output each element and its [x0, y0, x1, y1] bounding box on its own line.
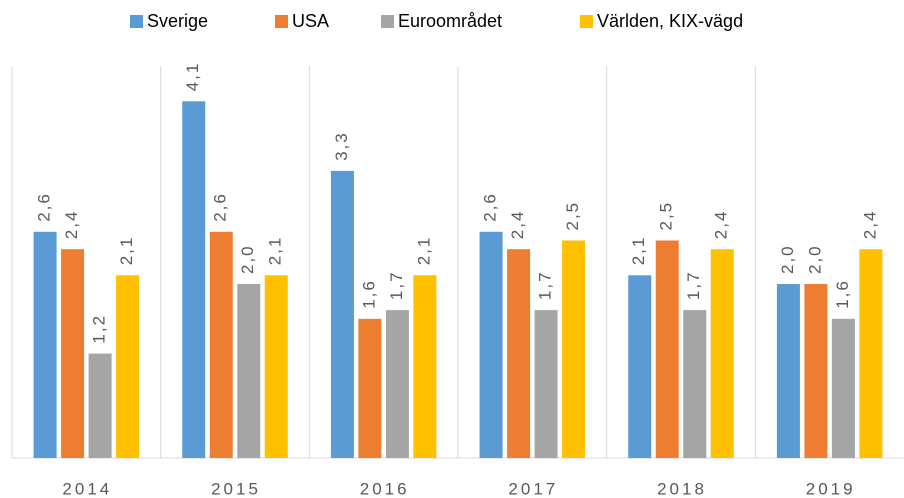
data-label: 2,1	[414, 236, 433, 266]
bar	[655, 240, 679, 458]
data-label: 1,7	[536, 270, 555, 300]
bar	[804, 284, 828, 458]
data-label: 2,0	[805, 244, 824, 274]
data-label: 2,0	[778, 244, 797, 274]
bar	[61, 249, 85, 458]
data-label: 2,4	[508, 210, 527, 240]
bar	[710, 249, 734, 458]
bar	[831, 318, 855, 458]
legend-swatch	[381, 15, 394, 28]
bar	[562, 240, 586, 458]
data-label: 2,5	[657, 201, 676, 231]
data-label: 4,1	[183, 62, 202, 92]
bar	[33, 231, 57, 458]
bar	[116, 275, 140, 458]
data-label: 2,5	[563, 201, 582, 231]
bar	[209, 231, 233, 458]
data-label: 1,7	[684, 270, 703, 300]
bar	[330, 170, 354, 458]
x-tick-label: 2016	[360, 479, 410, 498]
legend-swatch	[275, 15, 288, 28]
data-label: 2,6	[481, 192, 500, 222]
x-tick-label: 2014	[62, 479, 112, 498]
legend-label: Euroområdet	[398, 11, 502, 31]
legend-swatch	[580, 15, 593, 28]
bar	[182, 101, 206, 459]
data-label: 1,6	[359, 279, 378, 309]
bar	[859, 249, 883, 458]
bar	[385, 310, 409, 458]
data-label: 2,4	[860, 210, 879, 240]
legend-label: USA	[292, 11, 329, 31]
data-label: 2,1	[266, 236, 285, 266]
data-label: 2,1	[629, 236, 648, 266]
bar	[264, 275, 288, 458]
x-tick-label: 2015	[211, 479, 261, 498]
x-tick-label: 2018	[657, 479, 707, 498]
data-label: 1,6	[833, 279, 852, 309]
legend-swatch	[130, 15, 143, 28]
data-label: 2,1	[117, 236, 136, 266]
bar	[507, 249, 531, 458]
data-label: 2,4	[62, 210, 81, 240]
bar	[413, 275, 437, 458]
data-label: 1,7	[387, 270, 406, 300]
data-label: 2,6	[35, 192, 54, 222]
legend-label: Sverige	[147, 11, 208, 31]
bar	[237, 284, 261, 458]
bar	[479, 231, 503, 458]
bar	[534, 310, 558, 458]
data-label: 2,0	[238, 244, 257, 274]
data-label: 3,3	[332, 131, 351, 161]
bar	[683, 310, 707, 458]
legend-label: Världen, KIX-vägd	[597, 11, 743, 31]
bar	[358, 318, 382, 458]
data-label: 2,6	[211, 192, 230, 222]
data-label: 1,2	[90, 314, 109, 344]
data-label: 2,4	[712, 210, 731, 240]
x-tick-label: 2019	[806, 479, 856, 498]
x-tick-label: 2017	[508, 479, 558, 498]
bar	[776, 284, 800, 458]
bar	[88, 353, 112, 458]
bar	[628, 275, 652, 458]
